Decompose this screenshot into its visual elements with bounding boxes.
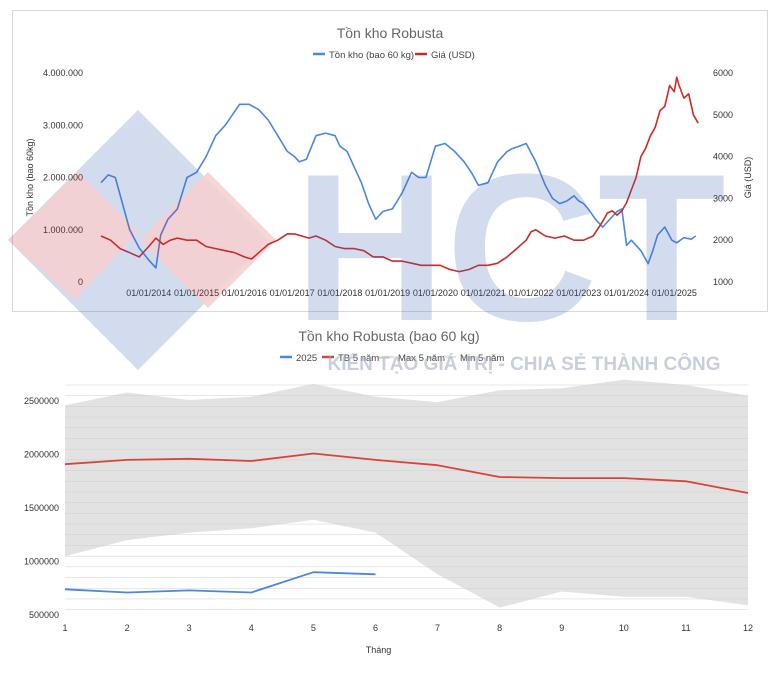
- chart2-xtick-label: 2: [125, 623, 130, 633]
- chart1-y2tick-label: 1000: [713, 277, 733, 287]
- chart2-ytick-label: 2000000: [24, 450, 59, 460]
- chart2-ytick-label: 500000: [29, 610, 59, 620]
- inventory-price-chart: Tồn kho Robusta Tồn kho (bao 60 kg) Giá (U…: [25, 25, 753, 298]
- chart1-xtick-label: 01/01/2025: [652, 288, 697, 298]
- chart2-xtick-label: 9: [559, 623, 564, 633]
- chart1-xtick-label: 01/01/2024: [604, 288, 649, 298]
- chart1-xtick-label: 01/01/2018: [317, 288, 362, 298]
- chart1-ytick-label: 2.000.000: [43, 173, 83, 183]
- chart2-xtick-label: 1: [62, 623, 67, 633]
- chart2-series-line: [64, 452, 749, 494]
- chart1-y2tick-label: 2000: [713, 235, 733, 245]
- chart2-xtick-label: 12: [743, 623, 753, 633]
- chart1-ytick-label: 4.000.000: [43, 68, 83, 78]
- chart2-series-line: [64, 571, 376, 594]
- chart1-ytick-label: 3.000.000: [43, 120, 83, 130]
- chart2-xtick-label: 6: [373, 623, 378, 633]
- chart2-ytick-label: 2500000: [24, 396, 59, 406]
- chart2-ytick-label: 1500000: [24, 503, 59, 513]
- chart1-xtick-label: 01/01/2015: [174, 288, 219, 298]
- chart1-series-line: [100, 103, 697, 269]
- chart1-y2tick-label: 5000: [713, 110, 733, 120]
- chart1-xtick-label: 01/01/2021: [461, 288, 506, 298]
- chart2-ytick-label: 1000000: [24, 557, 59, 567]
- chart2-legend-label: Min 5 năm: [460, 353, 504, 364]
- chart2-xlabel: Tháng: [366, 645, 392, 655]
- chart2-xtick-label: 4: [249, 623, 254, 633]
- chart2-legend-label: TB 5 năm: [338, 353, 379, 364]
- chart1-series-line: [100, 76, 699, 273]
- chart2-legend-label: Max 5 năm: [398, 353, 445, 364]
- chart2-xtick-label: 11: [681, 623, 690, 633]
- chart1-y2tick-label: 3000: [713, 193, 733, 203]
- chart1-legend-label: Tồn kho (bao 60 kg): [329, 50, 414, 61]
- chart2-xtick-label: 3: [187, 623, 192, 633]
- seasonal-inventory-chart: Tồn kho Robusta (bao 60 kg) 2025 TB 5 năm M…: [24, 328, 753, 655]
- chart2-xtick-label: 8: [497, 623, 502, 633]
- chart1-ylabel: Tồn kho (bao 60kg): [25, 138, 35, 216]
- chart1-xtick-label: 01/01/2023: [556, 288, 601, 298]
- chart1-xtick-label: 01/01/2014: [126, 288, 171, 298]
- chart1-xtick-label: 01/01/2017: [270, 288, 315, 298]
- chart1-xtick-label: 01/01/2022: [508, 288, 553, 298]
- chart2-legend-label: 2025: [296, 353, 317, 364]
- chart1-xtick-label: 01/01/2019: [365, 288, 410, 298]
- chart2-xtick-label: 5: [311, 623, 316, 633]
- chart2-xtick-label: 10: [619, 623, 629, 633]
- chart1-legend-label: Giá (USD): [431, 50, 475, 61]
- chart2-minmax-band: [65, 379, 748, 608]
- chart1-y2label: Giá (USD): [743, 157, 753, 199]
- chart1-ytick-label: 0: [78, 277, 83, 287]
- chart1-xtick-label: 01/01/2016: [222, 288, 267, 298]
- chart1-title: Tồn kho Robusta: [337, 25, 444, 41]
- bottom-chart-panel: Tồn kho Robusta (bao 60 kg) 2025 TB 5 năm M…: [12, 315, 766, 685]
- chart1-xtick-label: 01/01/2020: [413, 288, 458, 298]
- chart2-title: Tồn kho Robusta (bao 60 kg): [298, 328, 479, 344]
- chart2-xtick-label: 7: [435, 623, 440, 633]
- chart1-y2tick-label: 6000: [713, 68, 733, 78]
- top-chart-panel: Tồn kho Robusta Tồn kho (bao 60 kg) Giá (U…: [12, 10, 768, 312]
- chart1-ytick-label: 1.000.000: [43, 225, 83, 235]
- chart1-y2tick-label: 4000: [713, 152, 733, 162]
